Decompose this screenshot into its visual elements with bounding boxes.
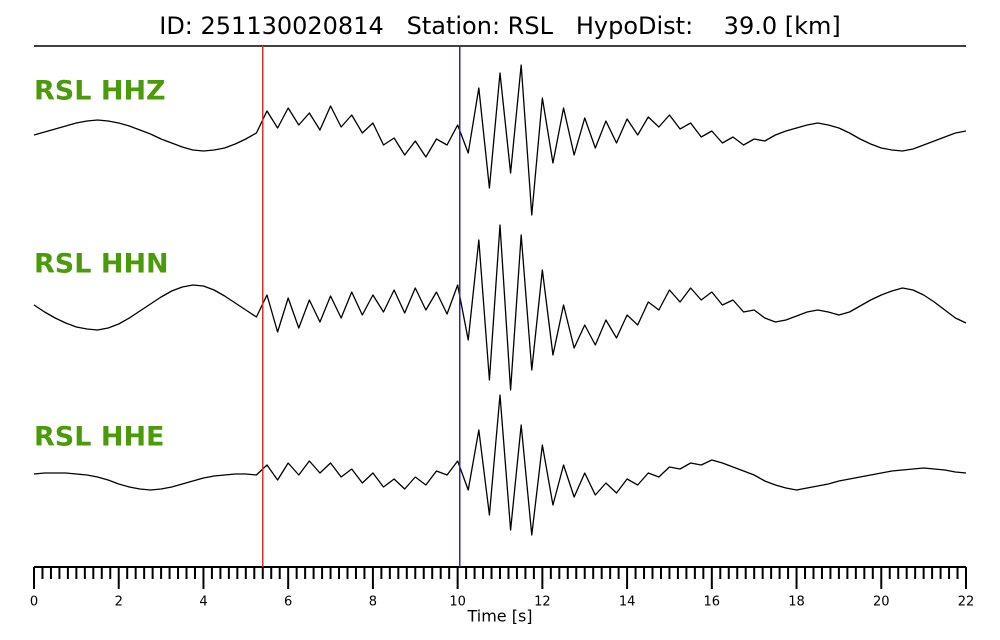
x-tick-label: 8 xyxy=(369,595,377,610)
x-tick-label: 18 xyxy=(788,595,805,610)
x-tick-label: 4 xyxy=(199,595,207,610)
x-tick-label: 22 xyxy=(958,595,975,610)
x-tick-label: 16 xyxy=(704,595,721,610)
x-tick-label: 0 xyxy=(30,595,38,610)
x-tick-label: 20 xyxy=(873,595,890,610)
x-tick-label: 6 xyxy=(284,595,292,610)
x-tick-label: 2 xyxy=(115,595,123,610)
x-tick-label: 14 xyxy=(619,595,636,610)
trace-label: RSL HHN xyxy=(34,249,169,280)
x-axis-label: Time [s] xyxy=(466,607,532,626)
trace xyxy=(33,64,967,216)
trace-label: RSL HHE xyxy=(34,422,164,453)
chart-title: ID: 251130020814 Station: RSL HypoDist: … xyxy=(159,12,841,40)
trace xyxy=(33,394,967,536)
x-tick-label: 10 xyxy=(449,595,466,610)
x-tick-label: 12 xyxy=(534,595,551,610)
trace xyxy=(33,224,967,391)
trace-label: RSL HHZ xyxy=(34,76,166,107)
